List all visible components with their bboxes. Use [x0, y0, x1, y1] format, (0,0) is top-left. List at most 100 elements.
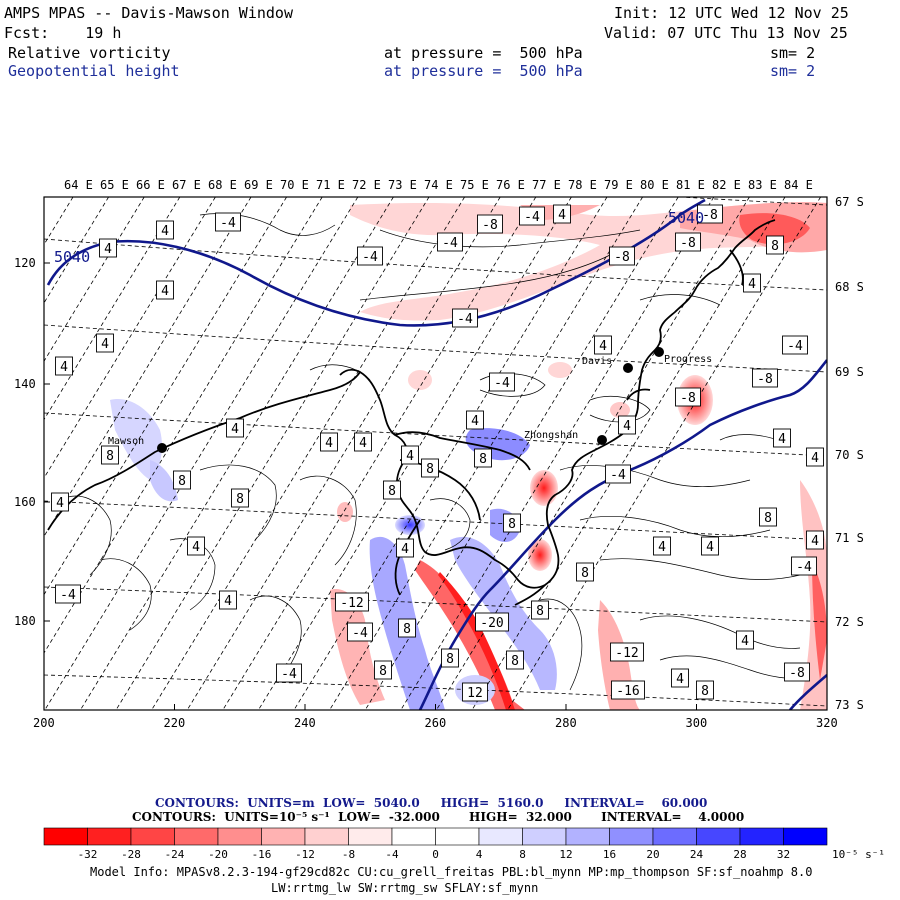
vorticity-label: -4	[442, 236, 458, 251]
vorticity-label-box	[383, 480, 401, 500]
vorticity-label: 4	[558, 208, 566, 223]
lon-label: 71 E	[316, 178, 345, 192]
vorticity-label: -4	[494, 376, 510, 391]
vorticity-label-box	[474, 448, 492, 468]
vorticity-label-box	[697, 204, 723, 224]
lon-label: 78 E	[568, 178, 597, 192]
vorticity-label-box	[187, 536, 205, 556]
colorbar-tick: 20	[646, 848, 659, 861]
colorbar-cell	[43, 827, 88, 846]
vorticity-label: -4	[787, 339, 803, 354]
colorbar-tick: -12	[295, 848, 315, 861]
vorticity-label: 4	[599, 339, 607, 354]
vorticity-label: -20	[480, 616, 503, 631]
y-tick-label: 160	[14, 495, 36, 509]
vorticity-label-box	[55, 356, 73, 376]
lon-label: 76 E	[496, 178, 525, 192]
field1-smoothing: sm= 2	[770, 44, 816, 62]
vorticity-label-box	[396, 538, 414, 558]
lon-label: 83 E	[748, 178, 777, 192]
vorticity-label-box	[736, 630, 754, 650]
field1-level: at pressure = 500 hPa	[384, 44, 583, 62]
vorticity-label-box	[611, 680, 645, 700]
x-tick-label: 300	[686, 716, 708, 730]
y-tick-label: 140	[14, 377, 36, 391]
vorticity-label-box	[477, 214, 503, 234]
colorbar-cell	[696, 827, 741, 846]
x-tick-label: 200	[33, 716, 55, 730]
vorticity-label: 8	[771, 239, 779, 254]
vorticity-label-box	[489, 372, 515, 392]
lat-label: 72 S	[835, 615, 864, 629]
colorbar-tick: 28	[733, 848, 746, 861]
vorticity-label: 8	[536, 604, 544, 619]
vorticity-label-box	[466, 410, 484, 430]
vorticity-label: -8	[702, 208, 718, 223]
vorticity-label-box	[101, 445, 119, 465]
vorticity-label-box	[766, 235, 784, 255]
colorbar-cell	[565, 827, 610, 846]
vorticity-label: 4	[748, 277, 756, 292]
vorticity-label-box	[231, 488, 249, 508]
lon-label: 75 E	[460, 178, 489, 192]
lon-label: 70 E	[280, 178, 309, 192]
vorticity-label: -4	[352, 626, 368, 641]
lon-label: 72 E	[352, 178, 381, 192]
field2-level: at pressure = 500 hPa	[384, 62, 583, 80]
colorbar-cell	[435, 827, 480, 846]
lon-label: 66 E	[136, 178, 165, 192]
vorticity-label: 4	[192, 540, 200, 555]
colorbar-cell	[348, 827, 393, 846]
vorticity-label-box	[519, 206, 545, 226]
x-tick-label: 220	[164, 716, 186, 730]
lat-label: 68 S	[835, 280, 864, 294]
lat-label: 70 S	[835, 448, 864, 462]
field2-name: Geopotential height	[8, 62, 180, 80]
vorticity-label: -4	[362, 250, 378, 265]
x-tick-label: 320	[816, 716, 838, 730]
colorbar-cell	[609, 827, 654, 846]
vorticity-label-box	[653, 536, 671, 556]
vorticity-label: 8	[764, 511, 772, 526]
vorticity-label-box	[374, 660, 392, 680]
height-labels: 5040 5040	[54, 209, 704, 266]
vorticity-label-box	[701, 536, 719, 556]
vorticity-label-box	[55, 584, 81, 604]
lon-label: 64 E	[64, 178, 93, 192]
x-tick-label: 280	[555, 716, 577, 730]
vorticity-label: 4	[401, 542, 409, 557]
colorbar-cell	[478, 827, 523, 846]
lon-label: 67 E	[172, 178, 201, 192]
coastline	[47, 219, 776, 606]
vorticity-label: 8	[178, 474, 186, 489]
vorticity-label: 4	[623, 419, 631, 434]
vorticity-label: 8	[446, 652, 454, 667]
vorticity-label-box	[759, 507, 777, 527]
lon-label: 73 E	[388, 178, 417, 192]
y-tick-label: 120	[14, 256, 36, 270]
vorticity-label: 4	[224, 594, 232, 609]
colorbar-cell	[522, 827, 567, 846]
field1-name: Relative vorticity	[8, 44, 171, 62]
height-label: 5040	[54, 248, 90, 266]
vorticity-map: 4 -4 4 4 -4 -4 -8 -4 4 -8 8 -8 -8 4 -4 4 4 4 -4 -8 -4 -8 4 4 4 4 4…	[14, 178, 864, 730]
vorticity-label: 4	[325, 436, 333, 451]
field2-smoothing: sm= 2	[770, 62, 816, 80]
vorticity-label-box	[401, 445, 419, 465]
vorticity-label-box	[357, 246, 383, 266]
colorbar-cell	[391, 827, 436, 846]
colorbar-cell	[304, 827, 349, 846]
lon-label: 68 E	[208, 178, 237, 192]
vorticity-label: 4	[676, 672, 684, 687]
vorticity-label: -12	[615, 646, 638, 661]
y-tick-label: 180	[14, 614, 36, 628]
x-tick-label: 240	[294, 716, 316, 730]
vorticity-label: 8	[479, 452, 487, 467]
height-contours	[46, 198, 827, 710]
vorticity-label: 8	[426, 462, 434, 477]
init-time: Init: 12 UTC Wed 12 Nov 25	[614, 4, 849, 22]
vorticity-label-box	[675, 387, 701, 407]
vorticity-label: -8	[680, 391, 696, 406]
vorticity-label: 8	[379, 664, 387, 679]
vorticity-label-box	[752, 368, 778, 388]
